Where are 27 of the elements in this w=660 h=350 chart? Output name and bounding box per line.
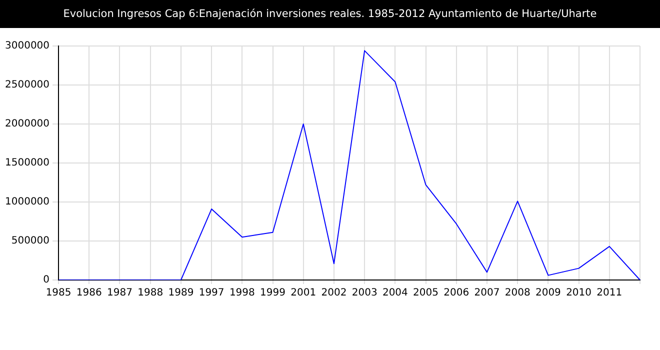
x-tick-label: 2005 — [413, 288, 439, 299]
x-tick-label: 1986 — [76, 288, 102, 299]
x-tick-label: 2003 — [352, 288, 378, 299]
x-tick-label: 1989 — [168, 288, 194, 299]
y-tick-label: 500000 — [11, 236, 50, 247]
x-tick-label: 1998 — [229, 288, 255, 299]
x-tick-label: 1997 — [198, 288, 224, 299]
x-tick-label: 2008 — [504, 288, 530, 299]
y-tick-label: 2500000 — [4, 80, 50, 91]
x-tick-label: 2007 — [474, 288, 500, 299]
x-tick-label: 2004 — [382, 288, 408, 299]
x-tick-label: 2009 — [535, 288, 561, 299]
x-tick-label: 1988 — [138, 288, 164, 299]
y-tick-label: 1500000 — [4, 158, 50, 169]
x-tick-label: 2010 — [566, 288, 592, 299]
x-tick-label: 1987 — [107, 288, 132, 299]
x-tick-label: 2006 — [444, 288, 470, 299]
y-tick-label: 1000000 — [4, 196, 50, 208]
y-tick-label: 3000000 — [4, 40, 50, 52]
x-tick-label: 1985 — [46, 288, 72, 299]
x-tick-label: 2011 — [596, 288, 622, 299]
x-tick-label: 2001 — [290, 288, 316, 299]
x-tick-label: 2002 — [321, 288, 347, 299]
y-tick-label: 0 — [43, 274, 50, 286]
x-tick-label: 1999 — [260, 288, 286, 299]
chart-title: Evolucion Ingresos Cap 6:Enajenación inversiones reales. 1985-2012 Ayuntamiento de Huarte/Uharte — [0, 0, 660, 28]
y-tick-label: 2000000 — [4, 118, 50, 130]
